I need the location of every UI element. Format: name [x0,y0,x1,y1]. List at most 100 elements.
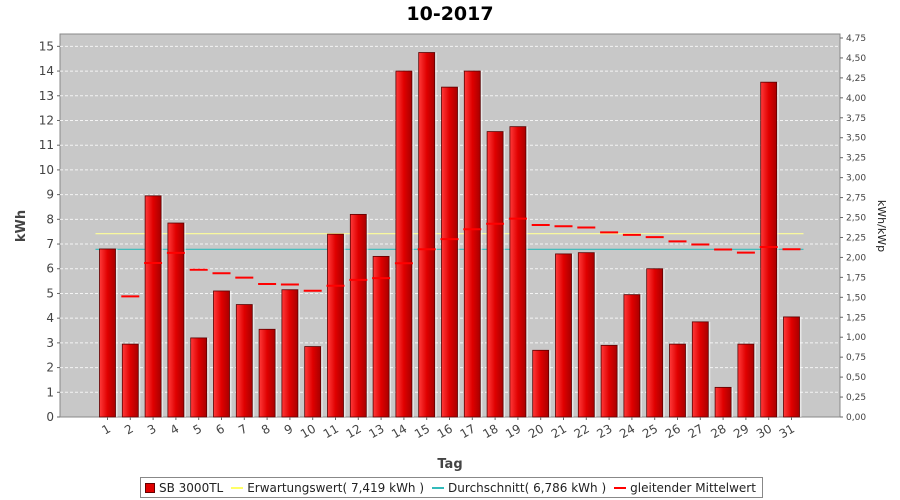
x-tick-label: 1 [99,421,113,437]
y-right-tick-label: 3,75 [846,114,866,124]
y-tick-label: 14 [39,64,54,78]
bar [144,195,162,418]
bar [121,343,139,418]
y-tick-label: 12 [39,113,54,127]
y-right-axis-label: kWh/kWp [875,200,888,252]
x-tick-label: 13 [366,421,386,441]
bar [669,343,686,418]
y-right-tick-label: 2,75 [846,194,866,204]
bar [737,343,755,418]
bar [372,255,390,418]
bar [532,349,550,418]
x-tick-label: 2 [122,421,136,437]
x-tick-label: 17 [458,421,478,441]
bar [281,289,299,418]
x-tick-label: 4 [168,421,182,437]
bar [714,386,732,418]
bar [418,52,436,418]
y-right-tick-label: 3,25 [846,154,866,164]
x-tick-label: 26 [663,421,683,441]
y-tick-label: 2 [46,361,54,375]
bar [555,253,572,418]
y-tick-label: 5 [46,286,54,300]
x-tick-label: 3 [145,421,159,437]
bar [463,70,481,418]
x-tick-label: 30 [754,421,774,441]
bar [486,131,504,418]
y-tick-label: 9 [46,188,54,202]
bar [327,233,344,418]
x-tick-label: 8 [259,421,273,437]
x-axis-ticks: 1 2 3 4 5 6 7 8 9 10 11 12 13 14 15 16 17 18 19 20 21 22 23 24 2… [99,417,797,441]
y-right-tick-label: 1,50 [846,293,866,303]
legend: SB 3000TL Erwartungswert( 7,419 kWh ) Du… [140,477,763,498]
bar [213,290,230,418]
x-tick-label: 18 [480,421,500,441]
legend-label: Durchschnitt( 6,786 kWh ) [448,480,607,495]
legend-swatch-bar [145,482,155,493]
x-tick-label: 22 [572,421,592,441]
x-tick-label: 15 [412,421,432,441]
y-tick-label: 8 [46,212,54,226]
legend-label: SB 3000TL [159,480,224,495]
bar [577,252,595,418]
y-tick-label: 0 [46,410,54,424]
x-tick-label: 24 [617,421,637,441]
legend-item-expected: Erwartungswert( 7,419 kWh ) [231,481,424,495]
x-tick-label: 31 [777,421,797,441]
bar [623,294,641,418]
y-right-tick-label: 4,25 [846,74,866,84]
x-tick-label: 16 [435,421,455,441]
x-tick-label: 25 [640,421,660,441]
x-tick-label: 27 [686,421,706,441]
bar [349,213,367,418]
legend-item-moving-average: gleitender Mittelwert [614,481,756,495]
chart-title: 10-2017 [406,3,493,25]
bar [99,248,116,418]
y-tick-label: 10 [39,163,54,177]
x-tick-label: 6 [213,421,227,437]
y-right-tick-label: 0,00 [846,413,866,423]
y-axis-label: kWh [14,210,29,242]
y-tick-label: 11 [39,138,54,152]
y-right-tick-label: 4,00 [846,94,866,104]
legend-swatch-expected [231,486,244,489]
x-tick-label: 12 [344,421,364,441]
legend-label: Erwartungswert( 7,419 kWh ) [247,480,425,495]
bar [600,344,618,418]
x-tick-label: 20 [526,421,546,441]
bar [258,328,276,418]
bar [646,268,664,418]
x-axis-label: Tag [437,457,462,472]
bar [235,304,253,418]
bar [190,337,208,418]
bar [691,321,709,418]
legend-swatch-average [432,486,445,489]
y-tick-label: 13 [39,89,54,103]
y-right-tick-label: 1,00 [846,333,866,343]
y-right-tick-label: 0,75 [846,353,866,363]
y-right-tick-label: 0,25 [846,393,866,403]
y-right-tick-label: 4,50 [846,54,866,64]
y-right-tick-label: 2,00 [846,253,866,263]
x-tick-label: 11 [321,421,341,441]
y-right-axis-ticks: 0,00 0,25 0,50 0,75 1,00 1,25 1,50 1,75 2,00 2,25… [840,34,866,423]
x-tick-label: 29 [731,421,751,441]
y-right-tick-label: 1,75 [846,273,866,283]
x-tick-label: 10 [298,421,318,441]
moving-average-line [121,217,801,298]
legend-item-average: Durchschnitt( 6,786 kWh ) [432,481,606,495]
y-tick-label: 7 [46,237,54,251]
y-tick-label: 1 [46,385,54,399]
y-tick-label: 4 [46,311,54,325]
bar [783,316,800,418]
y-right-tick-label: 4,75 [846,34,866,44]
x-tick-label: 23 [594,421,614,441]
y-right-tick-label: 1,25 [846,313,866,323]
x-tick-label: 5 [191,421,205,437]
bar [509,126,527,418]
x-tick-label: 19 [503,421,523,441]
x-tick-label: 7 [236,421,250,437]
